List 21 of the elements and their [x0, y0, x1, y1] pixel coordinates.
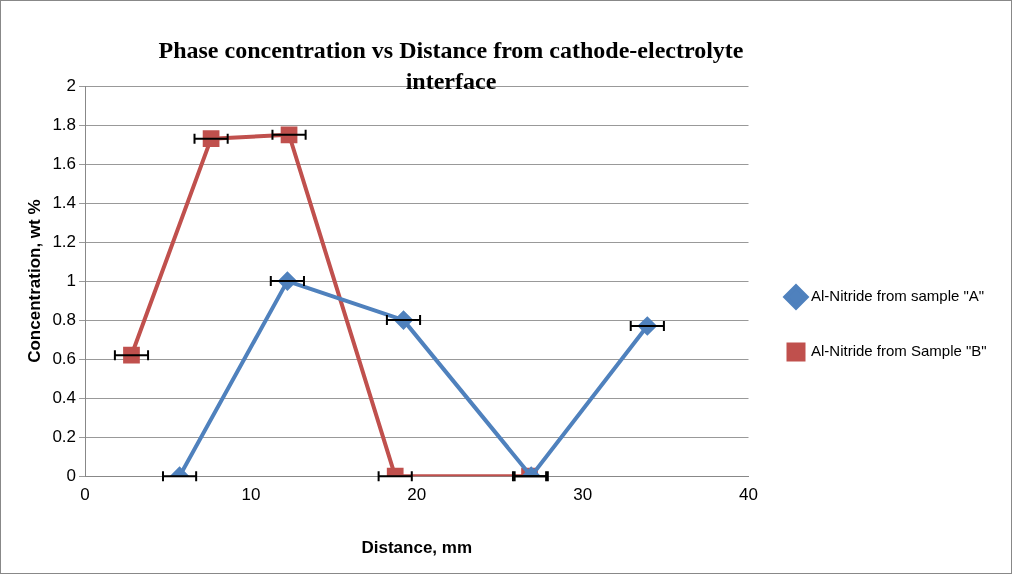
y-tick-label: 1.6 [52, 153, 77, 173]
x-tick-label: 40 [739, 485, 758, 505]
x-tick-label: 30 [573, 485, 593, 505]
legend-label: Al-Nitride from sample "A" [811, 287, 985, 305]
y-tick-label: 0.2 [52, 426, 77, 446]
y-tick-label: 1.4 [52, 192, 77, 212]
x-tick-label: 10 [241, 485, 261, 505]
y-tick-label: 1.2 [52, 231, 77, 251]
x-tick-label: 20 [407, 485, 427, 505]
x-axis-title: Distance, mm [361, 538, 473, 558]
chart-title: Phase concentration vs Distance from cathode-electrolyte interface [157, 36, 745, 97]
x-tick-label: 0 [80, 485, 90, 505]
y-tick-label: 0.4 [52, 387, 77, 407]
y-tick-label: 0.6 [52, 348, 77, 368]
y-tick-label: 1.8 [52, 114, 77, 134]
y-tick-label: 0 [66, 465, 77, 485]
legend-label: Al-Nitride from Sample "B" [811, 342, 987, 360]
y-tick-label: 0.8 [52, 309, 77, 329]
y-axis-title: Concentration, wt % [24, 199, 44, 363]
y-tick-label: 2 [66, 75, 77, 95]
y-tick-label: 1 [66, 270, 77, 290]
